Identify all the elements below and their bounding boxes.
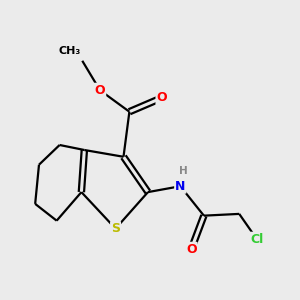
Text: O: O xyxy=(94,84,105,97)
Text: O: O xyxy=(186,243,196,256)
Text: Cl: Cl xyxy=(250,233,263,246)
Text: O: O xyxy=(157,92,167,104)
Text: CH₃: CH₃ xyxy=(58,46,81,56)
Text: N: N xyxy=(175,180,185,193)
Text: S: S xyxy=(111,222,120,235)
Text: H: H xyxy=(179,166,188,176)
